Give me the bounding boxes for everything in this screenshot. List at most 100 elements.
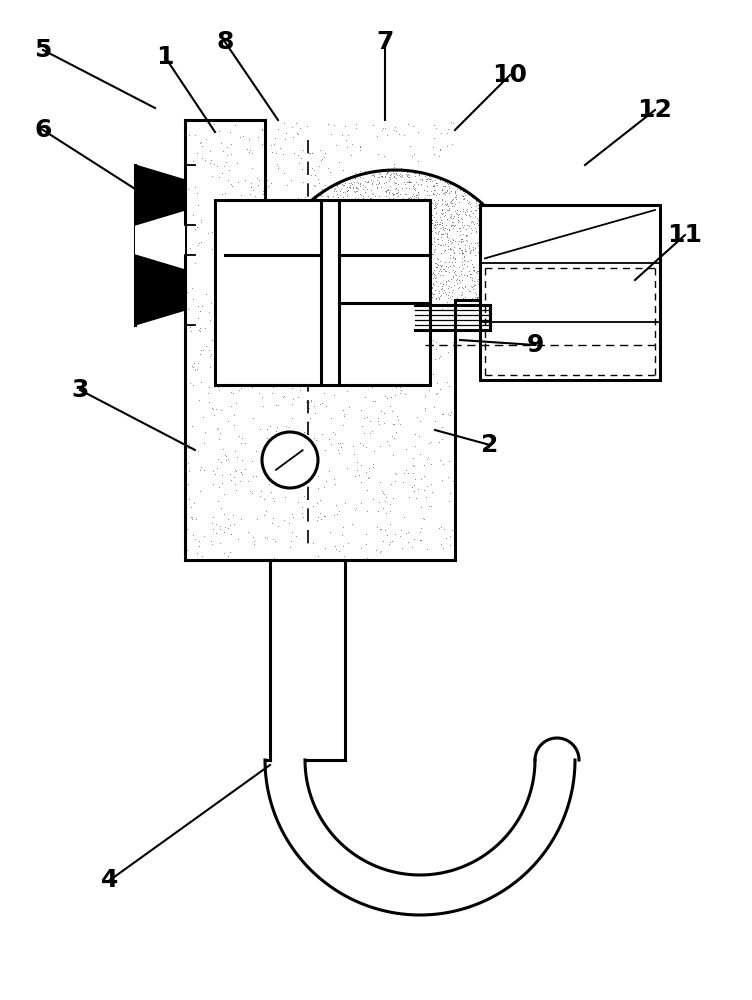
Point (306, 145, 318, 161)
Point (405, 225, 417, 241)
Point (401, 168, 413, 184)
Point (487, 283, 499, 299)
Point (485, 205, 497, 221)
Point (227, 221, 239, 237)
Point (372, 242, 384, 258)
Point (483, 284, 495, 300)
Point (390, 387, 402, 403)
Point (433, 186, 445, 202)
Point (329, 266, 341, 282)
Point (422, 209, 434, 225)
Point (505, 235, 517, 251)
Point (437, 267, 449, 283)
Point (368, 278, 380, 294)
Point (359, 196, 371, 212)
Point (195, 483, 207, 499)
Point (341, 279, 353, 295)
Point (430, 175, 442, 191)
Point (402, 233, 414, 249)
Point (220, 281, 232, 297)
Point (231, 449, 243, 465)
Point (333, 253, 345, 269)
Point (435, 519, 447, 535)
Point (372, 197, 384, 213)
Point (386, 197, 398, 213)
Point (347, 272, 359, 288)
Point (297, 269, 309, 285)
Point (514, 275, 526, 291)
Point (420, 275, 432, 291)
Point (308, 221, 320, 237)
Point (368, 229, 381, 245)
Point (475, 237, 487, 253)
Point (284, 539, 296, 555)
Point (349, 338, 361, 354)
Point (459, 279, 471, 295)
Point (347, 244, 359, 260)
Point (302, 260, 314, 276)
Point (414, 413, 426, 429)
Point (281, 284, 293, 300)
Point (420, 187, 432, 203)
Point (429, 220, 441, 236)
Point (430, 205, 442, 221)
Point (351, 220, 363, 236)
Point (332, 186, 344, 202)
Point (383, 351, 395, 367)
Point (323, 218, 335, 234)
Point (427, 178, 439, 194)
Point (341, 209, 353, 225)
Point (473, 286, 485, 302)
Point (467, 262, 479, 278)
Point (513, 271, 525, 287)
Point (407, 270, 419, 286)
Point (339, 233, 351, 249)
Point (296, 220, 308, 236)
Point (293, 230, 305, 246)
Point (383, 200, 395, 216)
Point (267, 281, 279, 297)
Point (363, 260, 375, 276)
Point (194, 462, 206, 478)
Point (390, 185, 402, 201)
Point (194, 303, 206, 319)
Point (315, 277, 327, 293)
Point (317, 216, 329, 232)
Point (307, 535, 319, 551)
Point (350, 120, 362, 136)
Point (227, 507, 239, 523)
Point (218, 284, 230, 300)
Point (205, 295, 217, 311)
Point (355, 226, 367, 242)
Point (456, 286, 468, 302)
Point (215, 454, 227, 470)
Point (446, 136, 458, 152)
Point (218, 158, 230, 174)
Point (319, 508, 331, 524)
Point (402, 270, 414, 286)
Point (456, 279, 468, 295)
Point (326, 194, 338, 210)
Point (331, 178, 343, 194)
Point (443, 221, 455, 237)
Point (259, 334, 271, 350)
Point (269, 240, 281, 256)
Point (460, 207, 472, 223)
Point (273, 347, 285, 363)
Point (470, 264, 482, 280)
Point (368, 277, 380, 293)
Point (430, 273, 442, 289)
Point (487, 266, 499, 282)
Point (378, 215, 390, 231)
Point (271, 276, 284, 292)
Point (209, 302, 221, 318)
Point (286, 524, 298, 540)
Point (331, 276, 343, 292)
Point (341, 188, 353, 204)
Point (372, 267, 384, 283)
Point (386, 275, 398, 291)
Point (379, 229, 391, 245)
Point (475, 240, 487, 256)
Point (344, 195, 356, 211)
Point (381, 527, 393, 543)
